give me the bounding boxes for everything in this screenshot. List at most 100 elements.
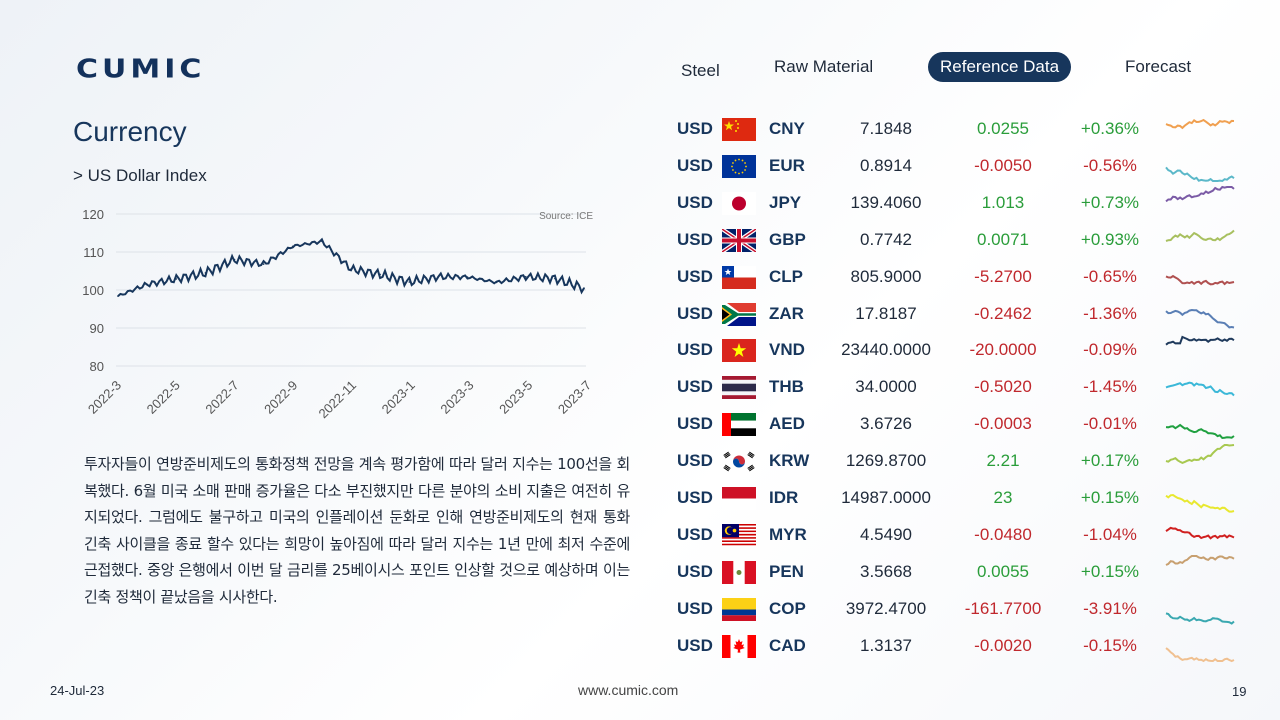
base-currency: USD	[677, 229, 713, 249]
rate-change-percent: -0.09%	[1083, 340, 1137, 360]
sparkline-path	[1165, 444, 1235, 465]
y-tick-label: 110	[83, 245, 104, 260]
rate-change: -0.0050	[974, 155, 1032, 175]
nav-reference-data[interactable]: Reference Data	[928, 52, 1072, 82]
colombia-flag-icon	[722, 597, 756, 621]
x-tick-label: 2022-7	[202, 378, 241, 417]
usd-index-line	[117, 237, 585, 297]
sparkline-path	[1165, 336, 1235, 346]
rate-change-percent: -1.45%	[1083, 377, 1137, 397]
footer-url[interactable]: www.cumic.com	[578, 682, 679, 698]
rate-change-percent: -1.04%	[1083, 524, 1137, 544]
rate-change: -0.0003	[974, 414, 1032, 434]
exchange-rate: 4.5490	[860, 524, 912, 544]
rate-change: 0.0055	[977, 561, 1029, 581]
rate-row-aed: USD AED 3.6726 -0.0003 -0.01%	[668, 405, 1248, 442]
exchange-rate: 23440.0000	[841, 340, 931, 360]
data-point	[466, 276, 469, 278]
x-tick-label: 2022-11	[315, 378, 359, 422]
currency-code: CNY	[769, 119, 805, 138]
base-currency: USD	[677, 155, 713, 175]
rate-change-percent: +0.15%	[1080, 561, 1140, 581]
rate-change: -0.0020	[974, 635, 1032, 655]
currency-code: JPY	[769, 192, 802, 212]
rate-row-vnd: USD VND 23440.0000 -20.0000 -0.09%	[668, 331, 1248, 368]
exchange-rate: 34.0000	[855, 377, 917, 397]
rate-row-cny: USD CNY 7.1848 0.0255 +0.36%	[668, 110, 1248, 147]
rate-row-thb: USD THB 34.0000 -0.5020 -1.45%	[668, 368, 1248, 405]
source-label: Source: ICE	[539, 211, 593, 222]
x-tick-label: 2023-7	[555, 378, 594, 417]
thailand-flag-icon	[722, 375, 756, 400]
southafrica-flag-icon	[722, 302, 756, 326]
sparkline	[1165, 336, 1235, 346]
rate-row-eur: USD EUR 0.8914 -0.0050 -0.56%	[668, 147, 1248, 184]
currency-code: IDR	[769, 488, 799, 507]
x-tick-label: 2022-9	[261, 378, 300, 417]
chile-flag-icon	[722, 265, 756, 289]
exchange-rate: 7.1848	[860, 119, 912, 138]
sparkline	[1165, 423, 1235, 440]
rate-change: 0.0071	[977, 229, 1029, 249]
data-point	[524, 275, 527, 278]
sparkline-path	[1165, 118, 1235, 130]
rate-change-percent: -0.01%	[1083, 414, 1137, 434]
sparkline	[1165, 493, 1235, 513]
data-point	[583, 287, 585, 289]
base-currency: USD	[677, 414, 713, 434]
data-point	[379, 273, 381, 276]
sparkline-path	[1165, 229, 1235, 242]
rate-row-clp: USD CLP 805.9000 -5.2700 -0.65%	[668, 258, 1248, 295]
nav-forecast[interactable]: Forecast	[1125, 57, 1192, 76]
rate-change-percent: +0.15%	[1080, 488, 1140, 507]
currency-code: AED	[769, 414, 805, 434]
rate-change: -0.5020	[974, 377, 1032, 397]
rate-change-percent: -0.65%	[1083, 266, 1137, 286]
peru-flag-icon	[722, 560, 756, 584]
page-number: 19	[1232, 684, 1247, 699]
sparkline-path	[1165, 612, 1235, 625]
rate-change-percent: +0.73%	[1080, 192, 1140, 212]
base-currency: USD	[677, 598, 713, 618]
data-point	[204, 272, 207, 274]
rate-change-percent: +0.93%	[1080, 229, 1140, 249]
sparkline	[1165, 274, 1235, 285]
sparkline-path	[1165, 526, 1235, 540]
rate-row-myr: USD MYR 4.5490 -0.0480 -1.04%	[668, 516, 1248, 553]
data-point	[117, 295, 119, 297]
rate-row-zar: USD ZAR 17.8187 -0.2462 -1.36%	[668, 295, 1248, 332]
exchange-rate: 14987.0000	[841, 488, 931, 507]
data-point	[495, 281, 498, 284]
page-subtitle: > US Dollar Index	[73, 166, 207, 185]
sparkline	[1165, 612, 1235, 625]
exchange-rate: 3.6726	[860, 414, 912, 434]
y-tick-label: 120	[82, 207, 104, 222]
rate-change: 23	[993, 488, 1013, 507]
data-point	[350, 268, 352, 270]
rate-change: 0.0255	[977, 119, 1029, 138]
sparkline-path	[1165, 646, 1235, 662]
rate-change: -0.2462	[974, 303, 1032, 323]
nav-steel[interactable]: Steel	[681, 61, 720, 80]
rate-change-percent: -3.91%	[1083, 598, 1137, 618]
exchange-rate: 3972.4700	[845, 598, 927, 618]
exchange-rate: 805.9000	[850, 266, 922, 286]
currency-code: ZAR	[769, 303, 804, 323]
data-point	[175, 278, 178, 280]
rate-change: -161.7700	[964, 598, 1042, 618]
x-tick-label: 2023-5	[496, 378, 535, 417]
rate-change-percent: +0.17%	[1080, 451, 1140, 471]
y-tick-label: 90	[90, 321, 104, 336]
sparkline-path	[1165, 381, 1235, 397]
nav-raw-material[interactable]: Raw Material	[774, 57, 874, 76]
rate-change: -5.2700	[974, 266, 1032, 286]
y-tick-label: 100	[82, 283, 104, 298]
korea-flag-icon	[722, 449, 756, 474]
rate-change-percent: +0.36%	[1080, 119, 1140, 138]
exchange-rate: 1269.8700	[845, 451, 927, 471]
rate-change: -20.0000	[969, 340, 1037, 360]
rate-row-krw: USD KRW 1269.8700 2.21 +0.17%	[668, 442, 1248, 479]
base-currency: USD	[677, 635, 713, 655]
exchange-rate: 0.8914	[860, 155, 912, 175]
rate-change: 2.21	[986, 451, 1020, 471]
